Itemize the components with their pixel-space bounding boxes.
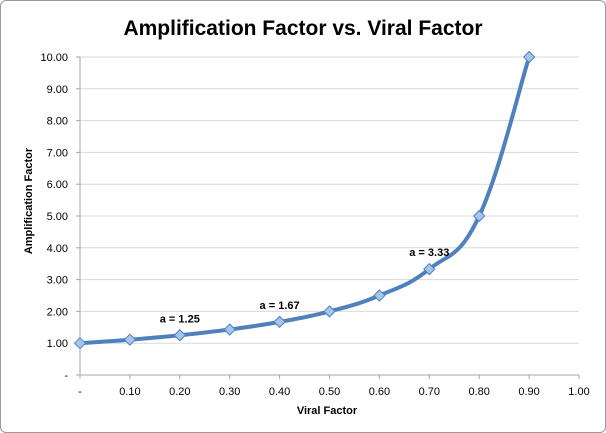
y-tick-label: 1.00 — [47, 338, 68, 350]
y-tick-label: 4.00 — [47, 243, 68, 255]
x-tick-label: - — [78, 386, 82, 398]
x-tick-label: 0.50 — [319, 386, 340, 398]
y-axis-title: Amplification Factor — [23, 147, 35, 254]
markers — [73, 50, 536, 350]
y-tick-label: 5.00 — [47, 211, 68, 223]
data-annotation: a = 1.67 — [260, 300, 300, 312]
data-point-marker — [472, 209, 486, 223]
x-tick-label: 0.70 — [419, 386, 440, 398]
x-tick-label: 0.30 — [219, 386, 240, 398]
data-annotation: a = 3.33 — [409, 247, 449, 259]
data-point-marker — [223, 323, 236, 336]
y-tick-label: 6.00 — [47, 179, 68, 191]
series-line — [78, 55, 532, 346]
y-tick-label: 7.00 — [47, 147, 68, 159]
data-annotation: a = 1.25 — [160, 313, 200, 325]
y-tick-label: - — [64, 370, 68, 382]
y-tick-label: 3.00 — [47, 275, 68, 287]
data-point-marker — [522, 50, 536, 64]
x-tick-label: 0.90 — [518, 386, 539, 398]
x-tick-label: 1.00 — [568, 386, 589, 398]
data-point-marker — [323, 305, 336, 318]
x-tick-label: 0.10 — [119, 386, 140, 398]
data-point-marker — [373, 289, 386, 302]
data-point-marker — [123, 333, 137, 346]
y-tick-label: 8.00 — [47, 116, 68, 128]
tick-labels: - 1.00 2.00 3.00 4.00 5.00 6.00 7.00 8.00 9.00 10.… — [40, 52, 589, 398]
axes — [76, 56, 580, 379]
x-axis-title: Viral Factor — [297, 405, 358, 417]
x-tick-label: 0.40 — [269, 386, 290, 398]
data-point-marker — [73, 336, 87, 350]
y-tick-label: 2.00 — [47, 306, 68, 318]
annotations: a = 1.25 a = 1.67 a = 3.33 — [160, 247, 450, 325]
x-tick-label: 0.20 — [169, 386, 190, 398]
y-tick-label: 10.00 — [40, 52, 68, 64]
y-tick-label: 9.00 — [47, 84, 68, 96]
x-tick-label: 0.60 — [369, 386, 390, 398]
series-layer — [78, 55, 532, 346]
chart-title: Amplification Factor vs. Viral Factor — [123, 17, 482, 40]
gridlines — [80, 56, 579, 344]
data-point-marker — [423, 262, 436, 276]
data-point-marker — [173, 329, 187, 342]
data-point-marker — [273, 315, 286, 329]
x-tick-label: 0.80 — [468, 386, 489, 398]
